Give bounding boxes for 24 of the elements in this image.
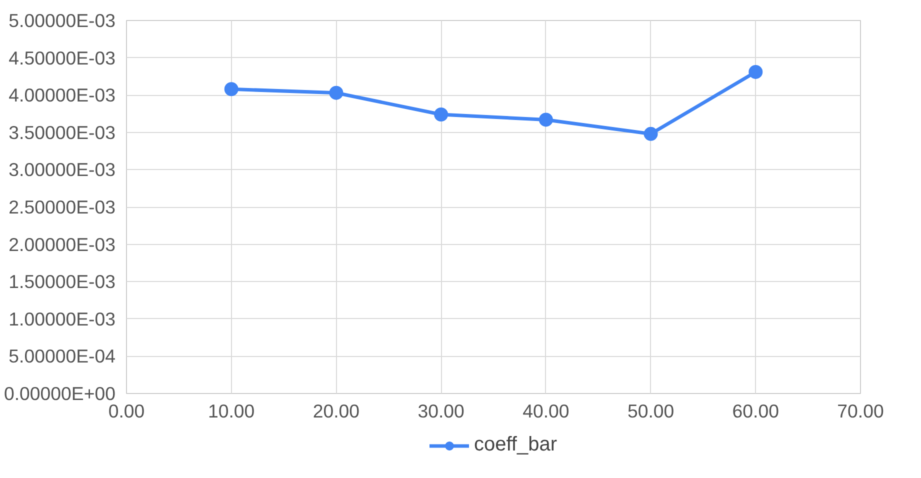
point	[329, 86, 344, 100]
x-tick-label: 10.00	[208, 400, 255, 422]
point	[434, 108, 448, 122]
point	[224, 82, 238, 96]
legend-label: coeff_bar	[474, 434, 558, 456]
x-tick-label: 50.00	[627, 400, 674, 422]
x-tick-label: 20.00	[312, 400, 360, 422]
y-tick-label: 3.00000E-03	[8, 159, 116, 180]
y-tick-label: 4.00000E-03	[8, 84, 116, 106]
y-tick-label: 1.50000E-03	[8, 271, 116, 292]
x-tick-label: 70.00	[837, 400, 884, 422]
y-tick-label: 2.00000E-03	[8, 234, 116, 255]
y-tick-label: 5.00000E-03	[8, 10, 116, 31]
x-tick-label: 60.00	[732, 400, 779, 422]
point	[644, 126, 658, 141]
x-tick-label: 40.00	[522, 400, 570, 422]
y-tick-label: 2.50000E-03	[8, 196, 116, 218]
point	[748, 64, 763, 79]
y-tick-label: 5.00000E-04	[8, 346, 116, 367]
y-tick-label: 3.50000E-03	[8, 122, 116, 143]
point	[538, 112, 553, 127]
x-tick-label: 30.00	[418, 400, 464, 422]
y-tick-label: 1.00000E-03	[8, 308, 116, 330]
y-tick-label: 4.50000E-03	[8, 47, 116, 68]
